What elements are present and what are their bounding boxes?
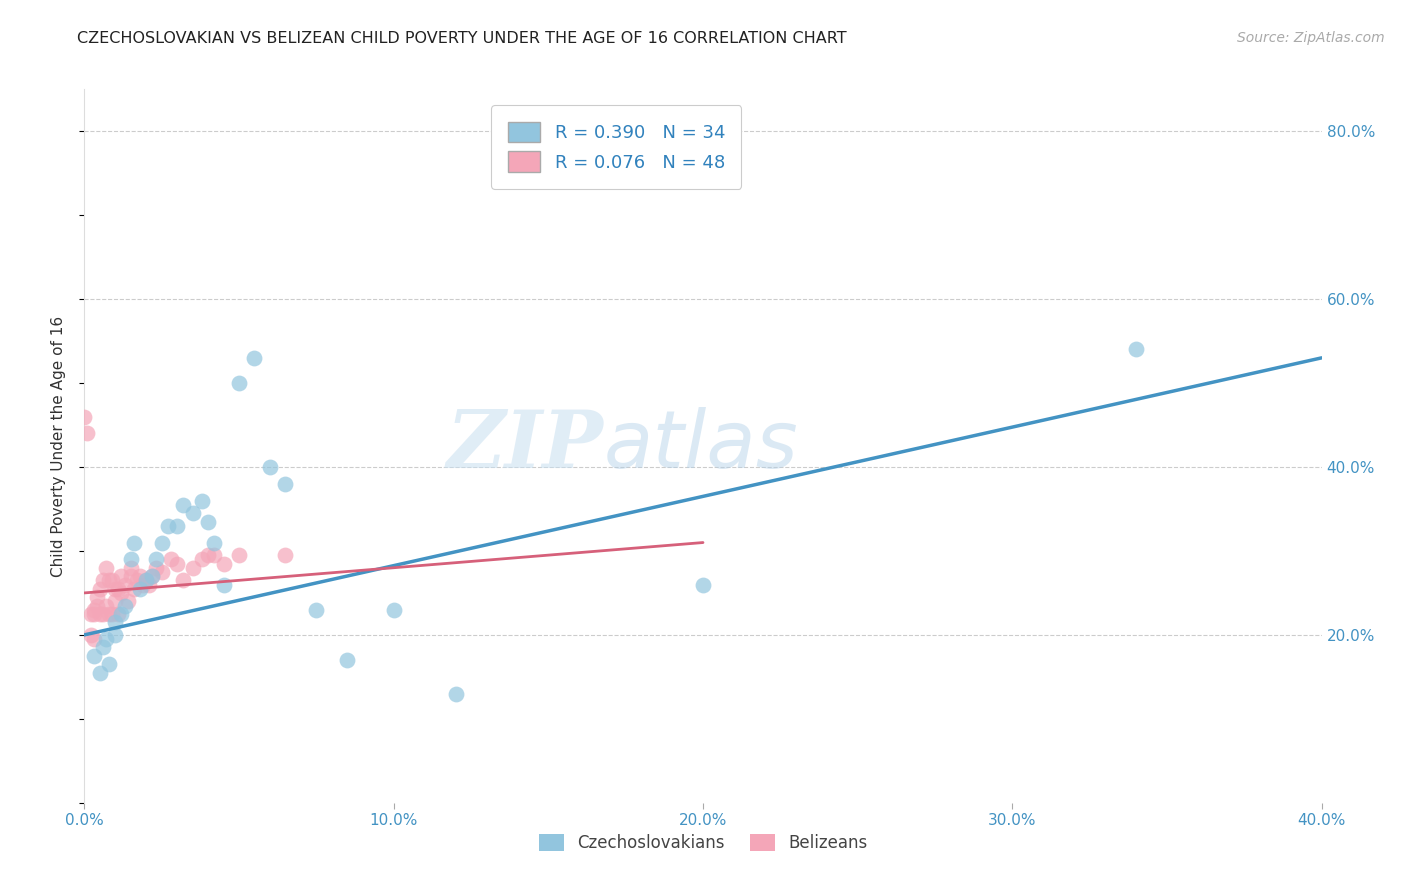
Point: [150, 565, 173, 579]
Point: [228, 548, 250, 562]
Point: [160, 552, 183, 566]
Point: [181, 506, 204, 520]
Text: ZIP: ZIP: [447, 408, 605, 484]
Point: [104, 582, 127, 596]
Point: [166, 557, 188, 571]
Point: [212, 557, 235, 571]
Point: [89, 665, 111, 680]
Point: [94, 560, 117, 574]
Point: [79, 607, 101, 621]
Point: [107, 582, 129, 596]
Point: [117, 594, 139, 608]
Point: [129, 569, 152, 583]
Point: [129, 582, 152, 596]
Point: [91, 640, 114, 655]
Point: [692, 577, 714, 591]
Point: [104, 628, 127, 642]
Point: [122, 535, 145, 549]
Text: CZECHOSLOVAKIAN VS BELIZEAN CHILD POVERTY UNDER THE AGE OF 16 CORRELATION CHART: CZECHOSLOVAKIAN VS BELIZEAN CHILD POVERT…: [77, 31, 846, 46]
Point: [141, 569, 163, 583]
Point: [79, 628, 101, 642]
Text: Source: ZipAtlas.com: Source: ZipAtlas.com: [1237, 31, 1385, 45]
Point: [91, 574, 114, 588]
Point: [83, 607, 105, 621]
Point: [98, 574, 121, 588]
Point: [191, 493, 214, 508]
Point: [114, 599, 136, 613]
Point: [197, 515, 219, 529]
Point: [101, 574, 124, 588]
Point: [83, 603, 105, 617]
Point: [135, 574, 157, 588]
Point: [274, 548, 297, 562]
Point: [138, 577, 160, 591]
Point: [202, 548, 225, 562]
Point: [132, 577, 155, 591]
Point: [89, 582, 111, 596]
Point: [120, 569, 142, 583]
Point: [202, 535, 225, 549]
Point: [305, 603, 328, 617]
Point: [156, 518, 179, 533]
Point: [444, 687, 467, 701]
Point: [125, 574, 148, 588]
Point: [212, 577, 235, 591]
Point: [110, 569, 132, 583]
Point: [141, 569, 163, 583]
Point: [122, 582, 145, 596]
Point: [120, 552, 142, 566]
Point: [120, 560, 142, 574]
Point: [86, 590, 108, 604]
Point: [382, 603, 405, 617]
Point: [89, 607, 111, 621]
Point: [101, 607, 124, 621]
Point: [145, 552, 167, 566]
Point: [259, 460, 281, 475]
Point: [114, 577, 136, 591]
Point: [243, 351, 266, 365]
Point: [172, 574, 194, 588]
Point: [172, 498, 194, 512]
Point: [110, 607, 132, 621]
Point: [1125, 343, 1147, 357]
Point: [94, 599, 117, 613]
Point: [107, 607, 129, 621]
Point: [98, 607, 121, 621]
Point: [181, 560, 204, 574]
Point: [83, 648, 105, 663]
Point: [336, 653, 359, 667]
Point: [86, 599, 108, 613]
Point: [73, 409, 96, 424]
Point: [76, 426, 98, 441]
Point: [83, 632, 105, 646]
Point: [274, 476, 297, 491]
Point: [98, 657, 121, 672]
Point: [145, 560, 167, 574]
Text: atlas: atlas: [605, 407, 799, 485]
Point: [94, 632, 117, 646]
Point: [104, 615, 127, 630]
Legend: Czechoslovakians, Belizeans: Czechoslovakians, Belizeans: [531, 827, 875, 859]
Point: [104, 594, 127, 608]
Point: [166, 518, 188, 533]
Point: [197, 548, 219, 562]
Point: [228, 376, 250, 390]
Point: [150, 535, 173, 549]
Point: [191, 552, 214, 566]
Y-axis label: Child Poverty Under the Age of 16: Child Poverty Under the Age of 16: [51, 316, 66, 576]
Point: [91, 607, 114, 621]
Point: [110, 586, 132, 600]
Point: [135, 574, 157, 588]
